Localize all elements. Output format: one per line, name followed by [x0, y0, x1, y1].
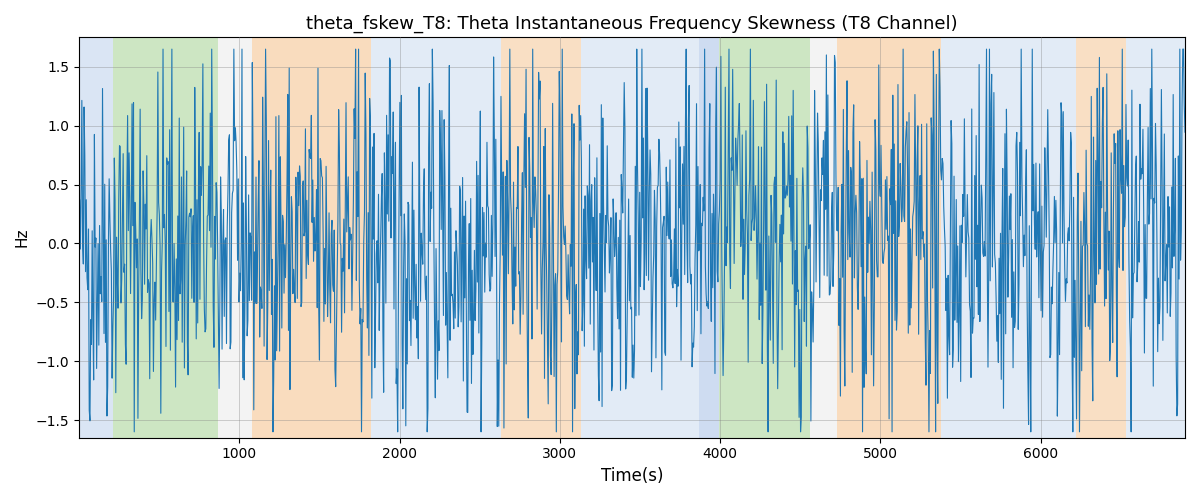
- Bar: [113, 38, 218, 438]
- Bar: [1076, 38, 1126, 438]
- Bar: [941, 38, 1076, 438]
- Bar: [700, 38, 719, 438]
- Bar: [371, 38, 500, 438]
- Bar: [581, 38, 700, 438]
- Bar: [810, 38, 838, 438]
- Bar: [500, 38, 581, 438]
- Y-axis label: Hz: Hz: [14, 228, 30, 248]
- Bar: [79, 38, 113, 438]
- Bar: [1126, 38, 1184, 438]
- Bar: [218, 38, 252, 438]
- Bar: [838, 38, 941, 438]
- Bar: [252, 38, 371, 438]
- Title: theta_fskew_T8: Theta Instantaneous Frequency Skewness (T8 Channel): theta_fskew_T8: Theta Instantaneous Freq…: [306, 15, 958, 34]
- Bar: [719, 38, 810, 438]
- X-axis label: Time(s): Time(s): [601, 467, 664, 485]
